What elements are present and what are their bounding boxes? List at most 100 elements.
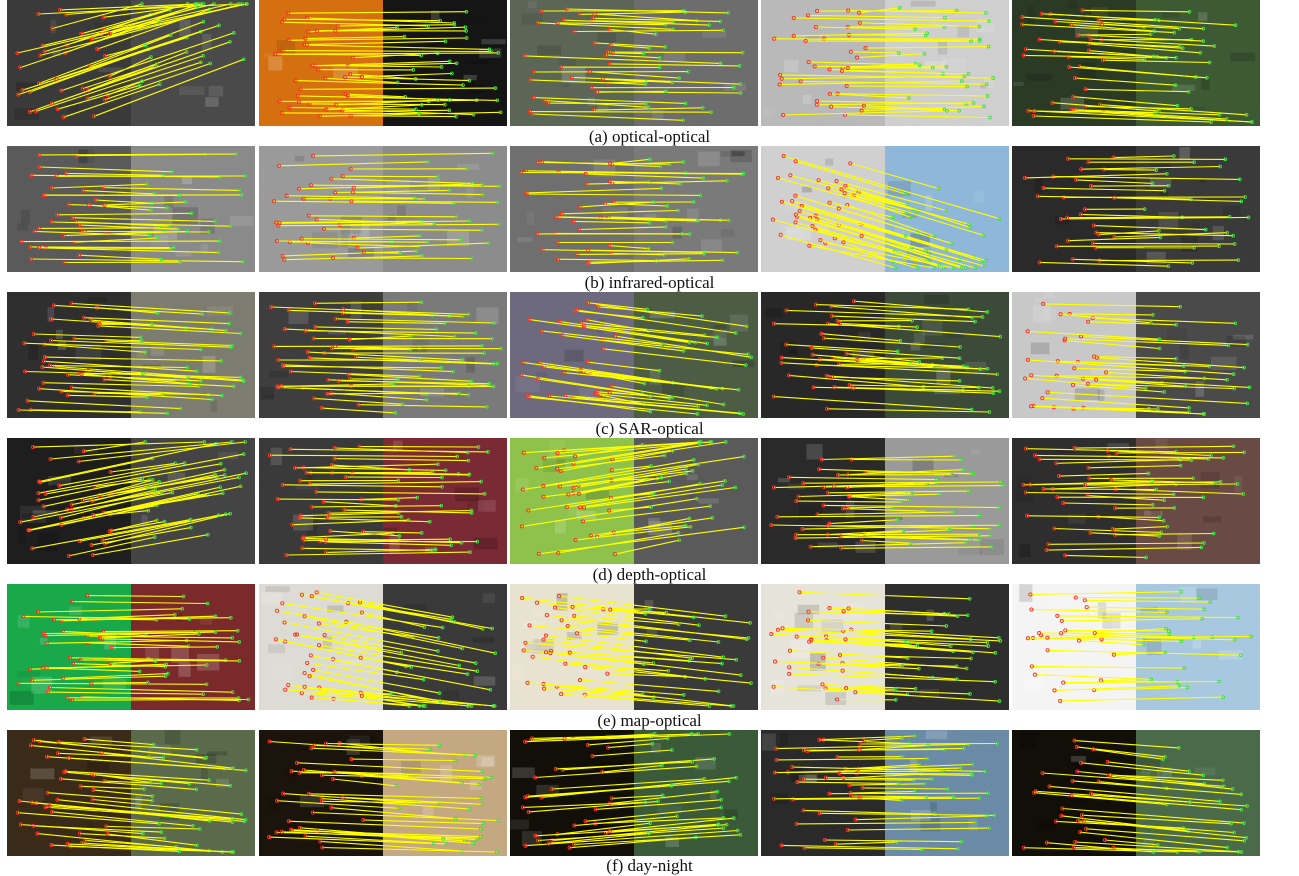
texture-patch (205, 97, 218, 107)
match-panel (761, 0, 1009, 126)
texture-patch (942, 58, 966, 71)
texture-patch (1079, 63, 1095, 80)
match-panel (510, 292, 758, 418)
match-panel (510, 0, 758, 126)
texture-patch (721, 151, 744, 157)
match-panel (761, 292, 1009, 418)
texture-patch (598, 33, 617, 43)
match-line (1117, 452, 1245, 453)
match-panel (761, 730, 1009, 856)
texture-patch (911, 810, 931, 821)
texture-patch (268, 644, 285, 653)
texture-patch (664, 53, 685, 62)
texture-patch (202, 356, 215, 373)
texture-patch (958, 548, 982, 555)
texture-patch (911, 1, 936, 7)
texture-patch (1155, 438, 1167, 449)
texture-patch (515, 478, 528, 492)
texture-patch (312, 232, 337, 248)
match-line (852, 460, 962, 461)
texture-patch (957, 25, 969, 38)
match-panel (510, 730, 758, 856)
texture-patch (269, 371, 289, 378)
match-visualization (259, 438, 507, 564)
match-panel (510, 438, 758, 564)
texture-patch (784, 60, 798, 72)
match-visualization (1012, 584, 1260, 710)
match-panel (1012, 292, 1260, 418)
texture-patch (930, 802, 937, 811)
texture-patch (478, 500, 496, 512)
texture-patch (306, 475, 313, 482)
texture-patch (798, 605, 820, 614)
texture-patch (1023, 673, 1043, 691)
match-line (863, 358, 943, 359)
texture-patch (772, 610, 784, 621)
match-line (1093, 243, 1235, 244)
target-image (131, 0, 255, 126)
texture-patch (782, 226, 803, 240)
texture-patch (295, 156, 304, 161)
caption-map-optical: (e) map-optical (0, 711, 1299, 731)
texture-patch (407, 302, 417, 313)
texture-patch (88, 297, 107, 303)
match-visualization (761, 146, 1009, 272)
match-visualization (259, 730, 507, 856)
texture-patch (1180, 342, 1189, 359)
match-visualization (259, 0, 507, 126)
caption-optical-optical: (a) optical-optical (0, 127, 1299, 147)
figure-row-depth-optical (0, 438, 1299, 564)
texture-patch (1211, 357, 1237, 370)
texture-patch (21, 210, 30, 224)
texture-patch (1201, 472, 1220, 488)
match-visualization (7, 438, 255, 564)
caption-day-night: (f) day-night (0, 856, 1299, 876)
texture-patch (467, 85, 485, 94)
texture-patch (533, 610, 543, 617)
match-panel (259, 584, 507, 710)
texture-patch (1044, 307, 1056, 320)
texture-patch (477, 755, 495, 767)
texture-patch (165, 730, 181, 744)
match-line (112, 647, 218, 648)
texture-patch (971, 450, 981, 455)
texture-patch (261, 592, 282, 605)
match-visualization (1012, 292, 1260, 418)
texture-patch (271, 448, 282, 465)
match-line (91, 683, 147, 684)
source-image (1012, 730, 1136, 856)
texture-patch (780, 733, 788, 746)
caption-depth-optical: (d) depth-optical (0, 565, 1299, 585)
texture-patch (466, 357, 475, 372)
texture-patch (721, 229, 734, 237)
texture-patch (1149, 155, 1170, 171)
match-visualization (1012, 146, 1260, 272)
match-line (359, 447, 478, 448)
texture-patch (135, 796, 141, 809)
source-image (7, 146, 131, 272)
texture-patch (420, 388, 444, 396)
texture-patch (28, 342, 38, 360)
match-panel (259, 292, 507, 418)
texture-patch (1163, 12, 1180, 18)
texture-patch (1198, 12, 1207, 21)
texture-patch (1019, 733, 1037, 748)
match-visualization (510, 584, 758, 710)
texture-patch (1196, 588, 1217, 600)
texture-patch (22, 788, 43, 801)
texture-patch (536, 372, 547, 377)
texture-patch (175, 252, 191, 257)
figure-row-optical-optical (0, 0, 1299, 126)
match-visualization (510, 292, 758, 418)
texture-patch (1167, 329, 1187, 345)
figure-row-map-optical (0, 584, 1299, 710)
match-line (577, 254, 705, 255)
match-visualization (510, 146, 758, 272)
texture-patch (780, 342, 798, 356)
match-panel (7, 146, 255, 272)
texture-patch (1068, 1, 1077, 8)
figure-row-sar-optical (0, 292, 1299, 418)
texture-patch (265, 586, 289, 592)
match-line (530, 112, 711, 113)
match-visualization (1012, 730, 1260, 856)
